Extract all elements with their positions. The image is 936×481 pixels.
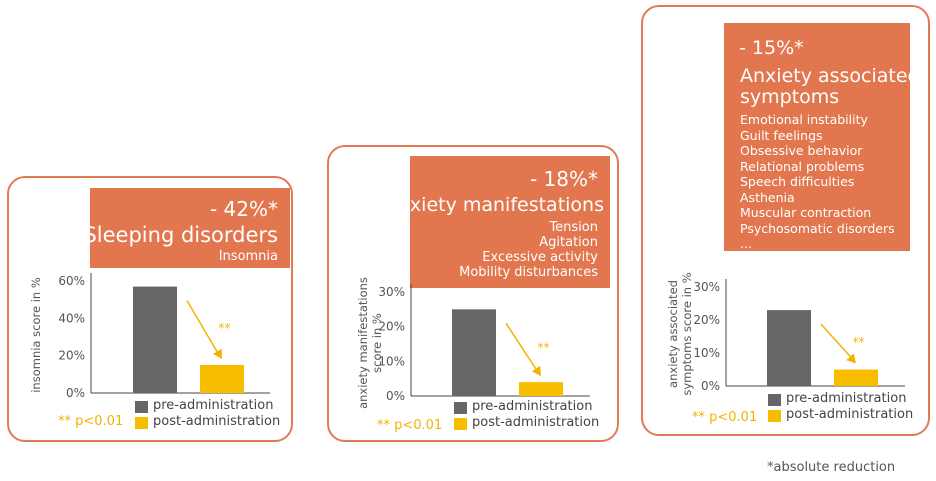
bar-pre-administration [452,309,496,396]
legend-label-pre: pre-administration [472,399,593,414]
bar-pre-administration [767,310,811,386]
symptom-item: Insomnia [218,249,278,264]
y-tick-label: 20% [58,349,85,363]
reduction-value: - 18%* [529,167,598,191]
symptom-item: Psychosomatic disorders [740,220,895,236]
symptom-item: Asthenia [740,189,795,205]
footnote: *absolute reduction [767,460,896,475]
legend-label-post: post-administration [786,407,914,422]
reduction-arrow-line [186,300,220,356]
y-tick-label: 30% [693,280,720,294]
bar-post-administration [200,365,244,393]
y-tick-label: 0% [66,386,85,400]
reduction-arrowhead [531,365,541,377]
y-tick-label: 10% [378,354,405,368]
y-tick-label: 40% [58,311,85,325]
symptom-item: Agitation [539,235,598,250]
symptom-item: Guilt feelings [740,127,823,143]
y-tick-label: 20% [378,320,405,334]
banner-anxiety-manifestations: - 18%* Anxiety manifestations Tension Ag… [385,156,610,288]
chart-title: Anxiety manifestations [384,194,604,216]
symptom-item: Emotional instability [740,112,868,127]
significance-stars: ** [219,321,231,335]
y-tick-label: 0% [386,389,405,403]
symptom-item: Mobility disturbances [459,265,598,280]
banner-sleeping-disorders: - 42%* Sleeping disorders Insomnia [83,188,290,268]
legend-label-post: post-administration [472,415,600,430]
legend-label-pre: pre-administration [786,391,907,406]
reduction-value: - 15%* [739,37,804,59]
legend-swatch-pre [454,402,467,414]
y-tick-label: 10% [693,346,720,360]
symptom-item: Speech difficulties [740,174,855,189]
symptom-item: Excessive activity [482,250,598,265]
bar-post-administration [834,369,878,386]
chart-title-line: Anxiety associated [740,65,920,87]
reduction-arrowhead [846,353,856,364]
reduction-value: - 42%* [209,197,278,221]
reduction-arrow-line [505,322,539,373]
legend-label-pre: pre-administration [153,398,274,413]
reduction-arrowhead [213,348,222,359]
legend-label-post: post-administration [153,414,281,429]
legend-swatch-pre [768,394,781,406]
p-value-note: ** p<0.01 [692,410,758,425]
legend-swatch-post [454,418,467,430]
symptom-item: Tension [549,220,598,235]
y-tick-label: 20% [693,313,720,327]
symptom-item: ... [740,236,752,251]
symptom-item: Muscular contraction [740,205,872,220]
bar-pre-administration [133,286,177,393]
y-tick-label: 0% [701,379,720,393]
p-value-note: ** p<0.01 [377,418,443,433]
symptom-item: Obsessive behavior [740,143,863,158]
bar-post-administration [519,382,563,396]
chart-title-line: symptoms [740,86,840,108]
legend-swatch-post [768,410,781,422]
significance-stars: ** [853,335,865,349]
chart-title: Sleeping disorders [83,223,278,247]
reduction-arrow-line [820,323,854,361]
significance-stars: ** [538,341,550,355]
symptom-list: Emotional instability Guilt feelings Obs… [740,112,895,252]
chart-title: Anxiety associated symptoms [740,66,920,108]
symptom-item: Relational problems [740,158,865,174]
legend-swatch-post [135,417,148,429]
y-tick-label: 30% [378,285,405,299]
p-value-note: ** p<0.01 [58,414,124,429]
y-tick-label: 60% [58,274,85,288]
banner-anxiety-associated-symptoms: - 15%* Anxiety associated symptoms Emotio… [724,23,920,252]
legend-swatch-pre [135,401,148,413]
